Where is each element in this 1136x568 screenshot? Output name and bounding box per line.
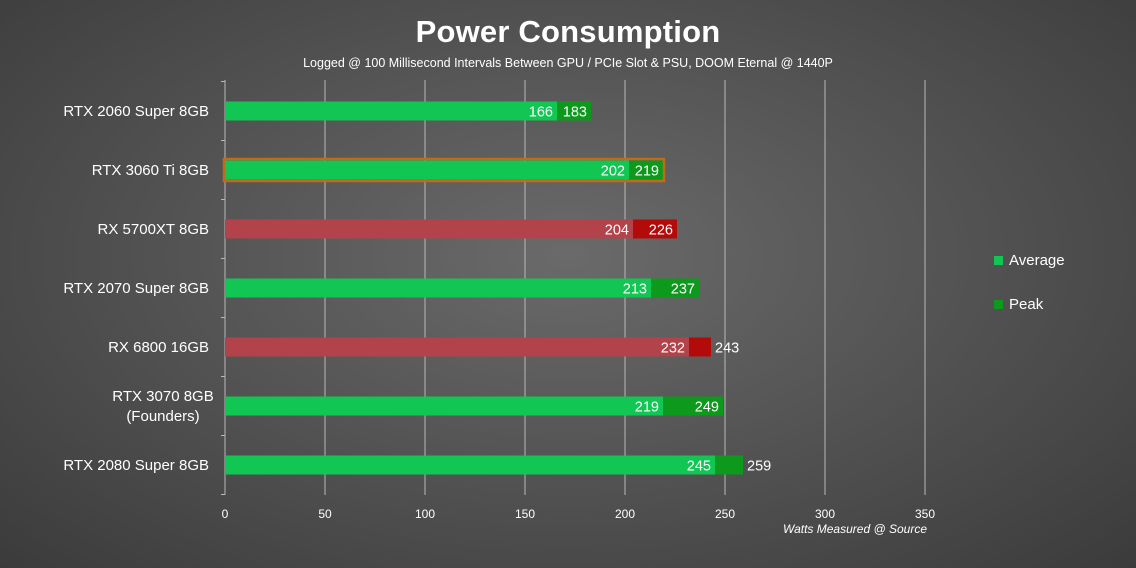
category-label-3: RTX 2070 Super 8GB [63,280,209,297]
average-value-label-6: 245 [687,459,711,475]
average-value-label-4: 232 [661,341,685,357]
legend: Average Peak [994,248,1065,336]
average-value-label-3: 213 [623,282,647,298]
category-label-1: RTX 3060 Ti 8GB [92,162,209,179]
chart-title: Power Consumption [415,14,721,49]
peak-value-label-1: 219 [635,164,659,180]
x-tick-label-100: 100 [415,507,435,521]
x-tick-label-200: 200 [615,507,635,521]
average-bar-6 [225,455,715,475]
average-bar-5 [225,396,663,416]
legend-label-peak: Peak [1009,295,1044,313]
peak-value-label-3: 237 [671,282,695,298]
category-label-5-1: (Founders) [126,408,199,425]
peak-value-label-0: 183 [563,105,587,121]
category-label-0: RTX 2060 Super 8GB [63,103,209,120]
x-tick-label-150: 150 [515,507,535,521]
peak-value-label-5: 249 [695,400,719,416]
average-value-label-1: 202 [601,164,625,180]
category-label-6: RTX 2080 Super 8GB [63,457,209,474]
chart-subtitle: Logged @ 100 Millisecond Intervals Betwe… [303,56,833,70]
category-label-5-0: RTX 3070 8GB [112,388,213,405]
category-label-4: RX 6800 16GB [108,339,209,356]
average-value-label-0: 166 [529,105,553,121]
peak-value-label-2: 226 [649,223,673,239]
average-bar-2 [225,219,633,239]
x-axis-title: Watts Measured @ Source [783,522,927,536]
average-bar-0 [225,101,557,121]
peak-value-label-4: 243 [715,341,739,357]
x-tick-label-350: 350 [915,507,935,521]
average-value-label-2: 204 [605,223,629,239]
legend-label-average: Average [1009,251,1065,269]
x-tick-label-300: 300 [815,507,835,521]
legend-swatch-average [994,255,1003,265]
average-bar-4 [225,337,689,357]
x-tick-label-50: 50 [318,507,332,521]
peak-value-label-6: 259 [747,459,771,475]
average-bar-1 [225,160,629,180]
x-tick-label-0: 0 [222,507,229,521]
highlight-outline-1 [222,157,666,183]
category-label-2: RX 5700XT 8GB [98,221,209,238]
legend-item-peak: Peak [994,292,1065,316]
average-value-label-5: 219 [635,400,659,416]
legend-item-average: Average [994,248,1065,272]
legend-swatch-peak [994,299,1003,309]
x-tick-label-250: 250 [715,507,735,521]
average-bar-3 [225,278,651,298]
